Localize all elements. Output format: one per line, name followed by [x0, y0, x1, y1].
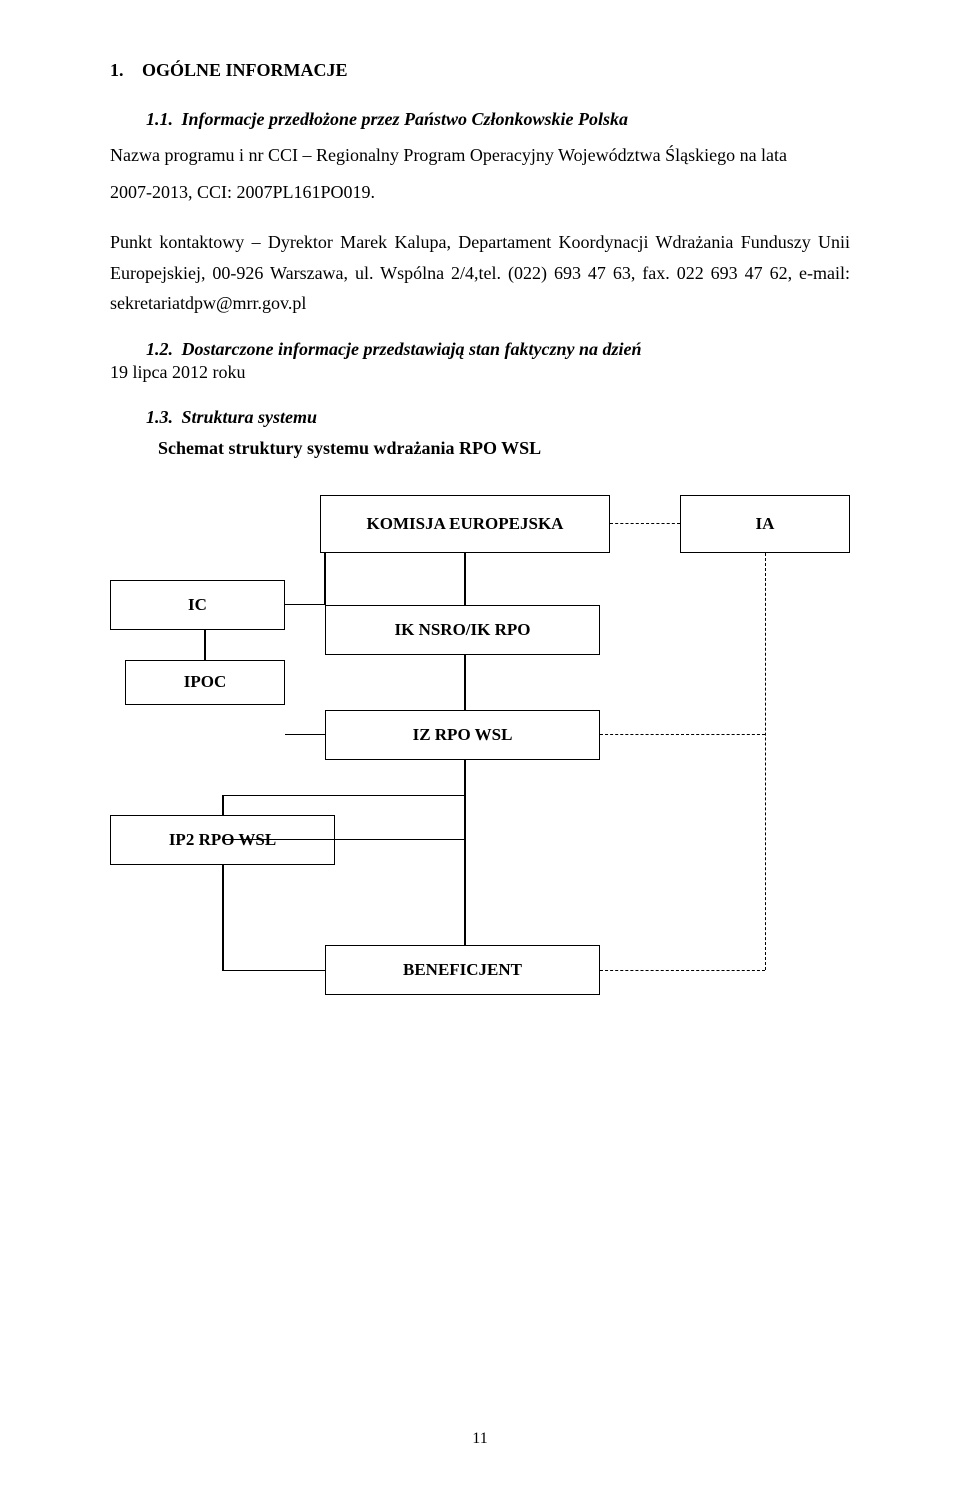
sub12-title: Dostarczone informacje przedstawiają sta…	[182, 339, 642, 359]
box-komisja-europejska: KOMISJA EUROPEJSKA	[320, 495, 610, 553]
subsection-1-2: 1.2. Dostarczone informacje przedstawiaj…	[110, 339, 850, 360]
connector-dashed	[600, 734, 765, 735]
connector	[324, 553, 326, 605]
sub13-title: Struktura systemu	[182, 407, 318, 427]
para-1b: 2007-2013, CCI: 2007PL161PO019.	[110, 177, 850, 208]
box-ipoc: IPOC	[125, 660, 285, 705]
subsection-1-3: 1.3. Struktura systemu	[110, 407, 850, 428]
sub13-number: 1.3.	[146, 407, 173, 427]
box-ik: IK NSRO/IK RPO	[325, 605, 600, 655]
para-1a: Nazwa programu i nr CCI – Regionalny Pro…	[110, 140, 850, 171]
structure-heading: Schemat struktury systemu wdrażania RPO …	[158, 438, 850, 459]
connector	[222, 970, 325, 972]
date-line: 19 lipca 2012 roku	[110, 362, 850, 383]
section-title: OGÓLNE INFORMACJE	[142, 60, 348, 80]
section-heading: 1. OGÓLNE INFORMACJE	[110, 60, 850, 81]
para-2: Punkt kontaktowy – Dyrektor Marek Kalupa…	[110, 227, 850, 319]
sub11-title: Informacje przedłożone przez Państwo Czł…	[182, 109, 629, 129]
connector	[222, 865, 224, 970]
connector	[464, 795, 466, 945]
subsection-1-1: 1.1. Informacje przedłożone przez Państw…	[110, 109, 850, 130]
connector	[222, 795, 224, 815]
connector	[285, 604, 325, 606]
connector	[285, 734, 325, 736]
connector	[222, 839, 465, 841]
connector	[464, 553, 466, 605]
connector	[464, 760, 466, 795]
connector	[324, 553, 325, 555]
box-ia: IA	[680, 495, 850, 553]
connector	[464, 655, 466, 710]
section-number: 1.	[110, 60, 124, 81]
sub11-number: 1.1.	[146, 109, 173, 129]
connector	[222, 795, 465, 797]
sub12-number: 1.2.	[146, 339, 173, 359]
connector-dashed	[765, 553, 766, 970]
box-ic: IC	[110, 580, 285, 630]
page-number: 11	[0, 1430, 960, 1448]
box-beneficjent: BENEFICJENT	[325, 945, 600, 995]
box-iz: IZ RPO WSL	[325, 710, 600, 760]
connector-dashed	[610, 523, 680, 524]
connector	[204, 630, 206, 660]
connector-dashed	[600, 970, 765, 971]
org-diagram: KOMISJA EUROPEJSKA IA IC IK NSRO/IK RPO …	[110, 495, 850, 1085]
